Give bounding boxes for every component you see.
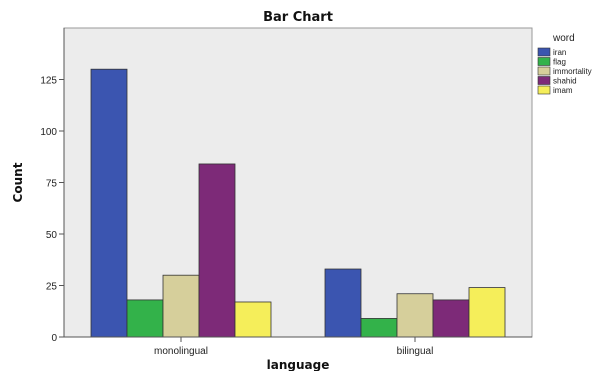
x-tick-label: monolingual <box>154 346 208 357</box>
bar-imam-monolingual <box>234 301 272 338</box>
bar-flag-bilingual <box>360 318 398 338</box>
bar-immortality-bilingual <box>396 293 434 338</box>
legend-swatch-iran <box>537 47 551 57</box>
bar-immortality-monolingual <box>162 274 200 338</box>
legend-label-imam: imam <box>553 86 573 95</box>
legend-label-immortality: immortality <box>553 67 592 76</box>
legend-swatch-imam <box>537 85 551 95</box>
y-tick-label: 50 <box>46 230 58 241</box>
legend-swatch-flag <box>537 57 551 66</box>
y-axis: 0 25 50 75 100 125 <box>40 28 65 344</box>
bars-group <box>90 68 506 338</box>
x-axis-label: language <box>267 358 330 371</box>
y-tick-label: 25 <box>46 282 58 293</box>
legend-label-flag: flag <box>553 58 566 67</box>
x-tick-label: bilingual <box>397 346 434 357</box>
chart-title: Bar Chart <box>263 10 333 25</box>
legend-swatch-shahid <box>537 76 551 85</box>
bar-shahid-bilingual <box>432 299 470 338</box>
legend-label-shahid: shahid <box>553 77 577 86</box>
bar-iran-monolingual <box>90 68 128 338</box>
y-tick-label: 125 <box>40 76 57 87</box>
x-axis: monolingual bilingual <box>64 336 532 357</box>
bar-flag-monolingual <box>126 299 164 338</box>
y-tick-label: 100 <box>40 127 57 138</box>
bar-shahid-monolingual <box>198 163 236 338</box>
legend-title: word <box>552 33 575 44</box>
y-axis-label: Count <box>11 162 25 202</box>
plot-area <box>63 27 533 338</box>
bar-imam-bilingual <box>468 287 506 338</box>
legend-swatch-immortality <box>537 66 551 76</box>
legend-label-iran: iran <box>553 48 566 57</box>
y-tick-label: 75 <box>46 179 58 190</box>
bar-iran-bilingual <box>324 268 362 338</box>
y-tick-label: 0 <box>51 333 57 344</box>
